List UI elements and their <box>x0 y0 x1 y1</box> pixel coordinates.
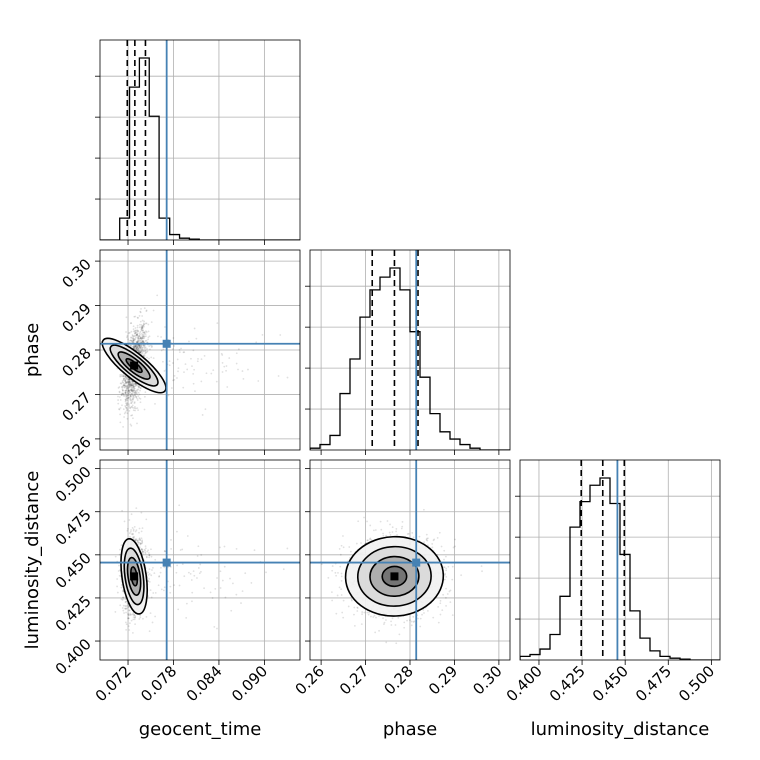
hist-panel-phase <box>305 249 511 451</box>
y-tick-label: 0.27 <box>58 389 94 425</box>
contour-line <box>117 351 151 380</box>
histogram-luminosity_distance <box>520 477 720 660</box>
contour-line <box>109 344 159 387</box>
y-tick-label: 0.29 <box>58 300 94 336</box>
density-peak <box>130 572 139 581</box>
contour-line <box>344 535 445 617</box>
x-tick-label: 0.450 <box>589 662 632 705</box>
2d-panel-phase-luminosity_distance <box>309 459 511 661</box>
x-tick-label: 0.090 <box>228 662 271 705</box>
truth-marker <box>162 558 171 567</box>
x-tick-label: 0.27 <box>336 662 372 698</box>
x-tick-label: 0.084 <box>183 662 226 705</box>
truth-marker <box>162 339 171 348</box>
x-tick-label: 0.425 <box>546 662 589 705</box>
contour-line <box>381 565 408 588</box>
density-peak <box>390 572 399 581</box>
2d-panel-geocent_time-luminosity_distance <box>99 459 301 661</box>
x-axis-label-geocent_time: geocent_time <box>139 719 262 740</box>
panel-frame <box>519 459 721 661</box>
x-tick-label: 0.078 <box>137 662 180 705</box>
x-axis-label-luminosity_distance: luminosity_distance <box>531 719 710 740</box>
x-tick-label: 0.475 <box>632 662 675 705</box>
histogram-geocent_time <box>100 57 300 240</box>
x-tick-label: 0.26 <box>292 662 328 698</box>
x-tick-label: 0.500 <box>675 662 718 705</box>
y-tick-label: 0.400 <box>52 635 95 678</box>
y-tick-label: 0.500 <box>52 463 95 506</box>
y-tick-label: 0.425 <box>52 592 95 635</box>
panel-frame <box>99 39 301 241</box>
y-tick-label: 0.28 <box>58 344 94 380</box>
y-tick-label: 0.30 <box>58 255 94 291</box>
density-peak <box>130 361 139 370</box>
x-tick-label: 0.28 <box>380 662 416 698</box>
x-tick-label: 0.30 <box>469 662 505 698</box>
contour-line <box>123 547 145 606</box>
hist-panel-geocent_time <box>95 39 301 241</box>
x-tick-label: 0.29 <box>425 662 461 698</box>
contour-line <box>120 537 149 615</box>
samples <box>114 504 289 634</box>
truth-marker <box>412 558 421 567</box>
contour-line <box>369 555 420 598</box>
2d-panel-geocent_time-phase <box>99 249 301 451</box>
hist-panel-luminosity_distance <box>515 459 721 661</box>
y-axis-label-luminosity_distance: luminosity_distance <box>22 471 43 650</box>
x-tick-label: 0.400 <box>503 662 546 705</box>
histogram-phase <box>310 267 510 450</box>
y-tick-label: 0.475 <box>52 506 95 549</box>
y-axis-label-phase: phase <box>22 323 43 377</box>
y-tick-label: 0.450 <box>52 549 95 592</box>
contour-line <box>126 556 142 596</box>
contour-line <box>101 337 167 394</box>
y-tick-label: 0.26 <box>58 433 94 469</box>
contour-line <box>356 545 432 607</box>
x-tick-label: 0.072 <box>92 662 135 705</box>
x-axis-label-phase: phase <box>383 719 437 740</box>
panel-frame <box>99 459 301 661</box>
